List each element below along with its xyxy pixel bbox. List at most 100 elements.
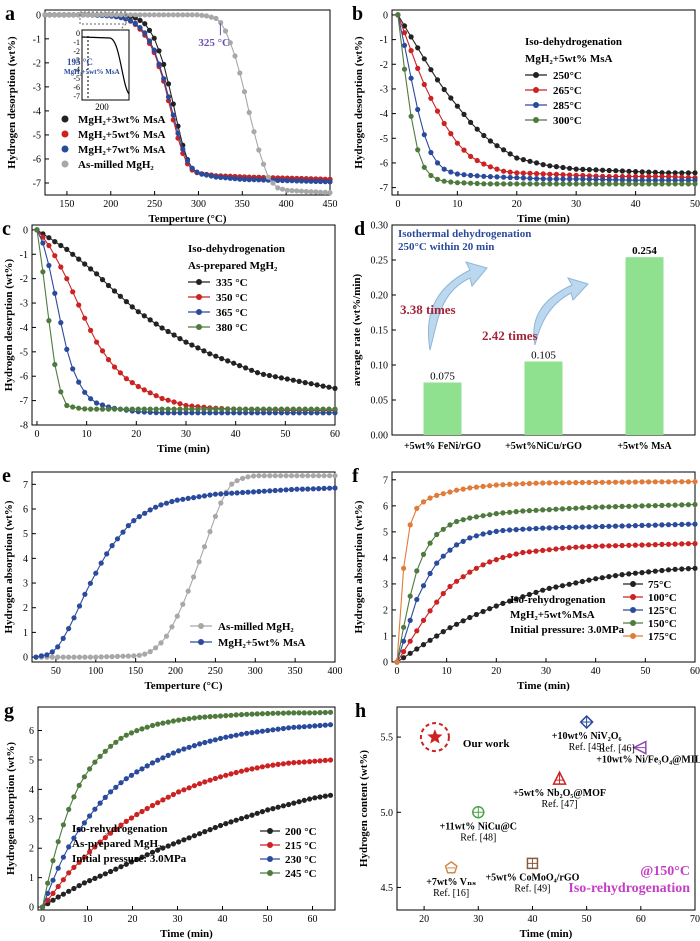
data-point bbox=[666, 174, 672, 180]
data-point bbox=[245, 474, 251, 480]
data-point bbox=[559, 506, 566, 512]
data-point bbox=[401, 649, 407, 655]
legend-swatch-marker bbox=[198, 623, 204, 629]
panel-letter: c bbox=[2, 218, 11, 240]
data-point bbox=[420, 617, 427, 624]
data-point bbox=[294, 473, 300, 479]
data-point bbox=[155, 721, 161, 727]
x-tick-label: 10 bbox=[83, 914, 93, 925]
data-point bbox=[652, 479, 658, 485]
data-point bbox=[632, 479, 639, 485]
data-point bbox=[460, 486, 466, 492]
data-point bbox=[137, 12, 143, 18]
data-point bbox=[165, 843, 171, 849]
inset-y-tick-label: -7 bbox=[73, 92, 80, 101]
data-point bbox=[246, 177, 252, 183]
data-point bbox=[447, 522, 453, 528]
data-point bbox=[427, 495, 433, 501]
data-point bbox=[128, 772, 135, 778]
x-tick-label: 60 bbox=[690, 666, 700, 677]
y-tick-label: -3 bbox=[33, 82, 41, 93]
y-tick-label: 6 bbox=[29, 726, 34, 737]
data-point bbox=[189, 165, 195, 171]
data-point bbox=[310, 486, 316, 492]
data-point bbox=[487, 483, 493, 489]
y-tick-label: 5 bbox=[23, 529, 28, 540]
data-point bbox=[176, 717, 182, 723]
data-point bbox=[191, 833, 197, 839]
data-point bbox=[322, 757, 328, 764]
data-point bbox=[407, 617, 413, 624]
data-point bbox=[559, 480, 566, 486]
data-point bbox=[97, 753, 103, 760]
data-point bbox=[244, 711, 250, 717]
data-point bbox=[259, 711, 265, 717]
data-point bbox=[626, 168, 632, 174]
data-point bbox=[500, 554, 506, 561]
data-point bbox=[118, 735, 124, 741]
data-point bbox=[302, 410, 308, 416]
bar-1 bbox=[524, 361, 563, 435]
data-point bbox=[317, 722, 323, 729]
data-point bbox=[317, 178, 324, 185]
data-point bbox=[144, 805, 150, 812]
data-point bbox=[177, 401, 183, 407]
data-point bbox=[632, 570, 639, 576]
data-point bbox=[141, 387, 147, 393]
data-point bbox=[327, 709, 334, 715]
data-point bbox=[593, 176, 599, 182]
data-point bbox=[231, 360, 237, 366]
data-point bbox=[321, 473, 327, 479]
data-point bbox=[659, 173, 665, 180]
data-point bbox=[55, 865, 61, 871]
data-point bbox=[109, 543, 115, 549]
data-point bbox=[327, 485, 333, 491]
data-point bbox=[174, 613, 180, 619]
data-point bbox=[111, 288, 118, 294]
data-point bbox=[233, 732, 239, 738]
data-point bbox=[105, 406, 112, 412]
y-tick-label: 0 bbox=[36, 10, 41, 21]
data-point bbox=[467, 515, 473, 521]
data-point bbox=[151, 35, 157, 41]
data-point bbox=[46, 262, 52, 269]
data-point bbox=[296, 378, 302, 384]
data-point bbox=[633, 177, 639, 183]
data-point bbox=[513, 551, 519, 557]
data-point bbox=[593, 479, 599, 485]
data-point bbox=[123, 299, 129, 305]
y-tick-label: -7 bbox=[20, 396, 28, 407]
data-point bbox=[401, 638, 407, 644]
y-tick-label: 0.05 bbox=[371, 396, 389, 407]
data-point bbox=[51, 12, 58, 18]
data-point bbox=[507, 181, 513, 187]
data-point bbox=[109, 654, 115, 660]
data-point bbox=[70, 12, 77, 18]
data-point bbox=[454, 578, 460, 584]
data-point bbox=[149, 760, 156, 766]
data-point bbox=[666, 170, 672, 176]
data-point bbox=[87, 580, 93, 586]
data-point bbox=[135, 309, 141, 315]
data-point bbox=[201, 493, 208, 499]
legend-title: Iso-rehydrogenation bbox=[72, 823, 168, 835]
y-tick-label: 0 bbox=[23, 653, 28, 664]
data-point bbox=[586, 167, 593, 173]
data-point bbox=[327, 473, 333, 479]
legend-entry: 175°C bbox=[648, 631, 677, 643]
data-point bbox=[97, 839, 103, 845]
data-point bbox=[500, 482, 506, 488]
data-point bbox=[218, 491, 224, 497]
data-point bbox=[99, 402, 106, 408]
x-tick-label: 20 bbox=[491, 666, 501, 677]
data-point bbox=[50, 877, 56, 883]
data-point bbox=[223, 821, 229, 827]
data-point bbox=[401, 30, 408, 36]
data-point bbox=[123, 376, 129, 382]
data-point bbox=[46, 235, 52, 241]
data-point bbox=[289, 178, 295, 184]
data-point bbox=[467, 485, 473, 491]
data-point bbox=[207, 406, 213, 412]
panel-g: 0 10 20 30 40 50 60 0 1 2 3 4 5 6 Time (min) Hydrogen a… bbox=[4, 700, 336, 940]
data-point bbox=[254, 765, 260, 771]
